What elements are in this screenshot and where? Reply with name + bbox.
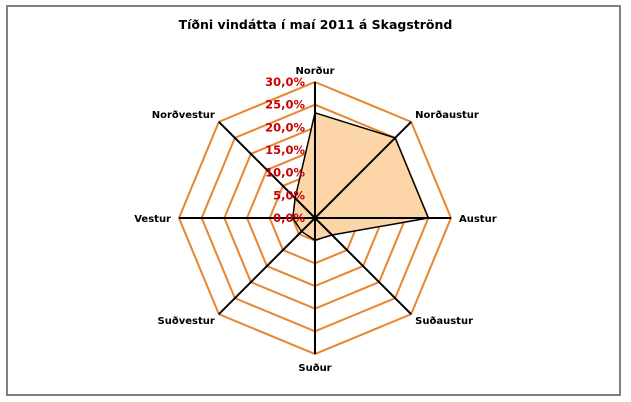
radial-tick: 5,0% — [273, 188, 305, 202]
spoke — [218, 217, 316, 315]
spoke — [314, 217, 412, 315]
radial-tick: 25,0% — [265, 98, 305, 112]
category-label: Norðvestur — [152, 110, 215, 121]
category-label: Norður — [295, 66, 334, 77]
spoke — [218, 121, 316, 219]
category-label: Suðvestur — [158, 316, 215, 327]
category-label: Suðaustur — [415, 316, 473, 327]
radial-tick: 30,0% — [265, 75, 305, 89]
radar-series — [179, 82, 451, 354]
spoke — [314, 121, 412, 219]
radial-tick: 10,0% — [265, 166, 305, 180]
category-label: Norðaustur — [415, 110, 479, 121]
chart-title: Tíðni vindátta í maí 2011 á Skagströnd — [178, 17, 453, 32]
radial-tick: 20,0% — [265, 120, 305, 134]
category-labels: Norður Norðaustur Austur Suðaustur Suður Suðv… — [134, 66, 496, 374]
radial-tick: 15,0% — [265, 143, 305, 157]
category-label: Austur — [459, 214, 497, 225]
radial-tick: 0,0% — [273, 211, 305, 225]
radial-tick-labels: 0,0% 5,0% 10,0% 15,0% 20,0% 25,0% 30,0% — [265, 75, 305, 225]
category-label: Suður — [298, 363, 331, 374]
category-label: Vestur — [134, 214, 171, 225]
